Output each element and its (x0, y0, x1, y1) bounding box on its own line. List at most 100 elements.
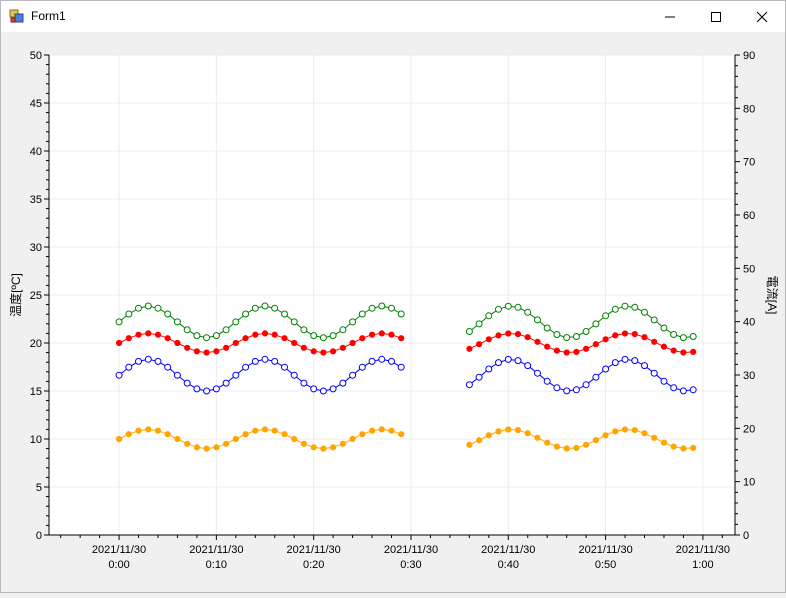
data-point (544, 343, 551, 350)
data-point (193, 348, 200, 355)
data-point (242, 431, 249, 438)
data-point (310, 348, 317, 355)
y-right-tick-label: 20 (743, 423, 755, 435)
data-point (223, 440, 230, 447)
y-left-tick-label: 45 (30, 98, 42, 110)
close-icon (756, 11, 768, 22)
data-point (670, 331, 678, 338)
data-point (524, 334, 531, 341)
data-point (369, 427, 376, 434)
data-point (398, 431, 405, 438)
y-left-label: 温度[ºC] (8, 273, 23, 317)
data-point (349, 339, 356, 347)
data-point (670, 347, 677, 354)
title-bar[interactable]: Form1 (1, 1, 785, 32)
data-point (320, 349, 327, 356)
data-point (339, 326, 347, 334)
data-point (690, 348, 697, 355)
data-point (397, 310, 405, 318)
data-point (563, 349, 570, 356)
data-point (164, 335, 171, 342)
data-point (553, 331, 561, 338)
data-point (203, 349, 210, 356)
data-point (563, 334, 571, 342)
data-point (485, 432, 492, 439)
data-point (680, 445, 687, 452)
data-point (164, 431, 171, 438)
data-point (514, 331, 522, 338)
y-left-tick-label: 35 (30, 194, 42, 206)
data-point (534, 434, 541, 441)
data-point (242, 310, 250, 318)
data-point (631, 357, 639, 365)
data-point (203, 334, 211, 342)
data-point (650, 369, 658, 377)
data-point (144, 355, 152, 363)
data-point (369, 331, 376, 338)
data-point (602, 432, 609, 439)
data-point (514, 357, 522, 365)
y-left-tick-label: 10 (30, 434, 42, 446)
x-tick-date-label: 2021/11/30 (287, 544, 341, 556)
data-point (485, 365, 493, 373)
maximize-button[interactable] (693, 1, 739, 32)
close-button[interactable] (739, 1, 785, 32)
data-point (291, 435, 298, 443)
data-point (582, 381, 590, 389)
data-point (466, 345, 473, 352)
data-point (388, 304, 395, 312)
data-point (173, 318, 181, 326)
y-right-tick-label: 60 (743, 210, 755, 222)
data-point (251, 304, 259, 312)
data-point (504, 355, 512, 363)
data-point (388, 357, 395, 365)
data-point (466, 441, 473, 448)
data-point (495, 332, 502, 339)
data-point (641, 308, 648, 316)
data-point (388, 331, 395, 338)
x-tick-date-label: 2021/11/30 (481, 544, 535, 556)
data-point (193, 385, 201, 393)
data-point (602, 336, 609, 343)
data-point (475, 320, 483, 328)
data-point (271, 304, 279, 312)
x-tick-time-label: 0:40 (498, 559, 519, 571)
minimize-button[interactable] (647, 1, 693, 32)
data-point (495, 428, 502, 435)
data-point (203, 387, 211, 395)
data-point (125, 363, 133, 371)
y-right-tick-label: 10 (743, 477, 755, 489)
data-point (154, 304, 162, 312)
x-tick-time-label: 0:30 (400, 559, 421, 571)
data-point (174, 435, 181, 443)
y-left-tick-label: 30 (30, 242, 42, 254)
data-point (291, 339, 298, 347)
data-point (495, 359, 502, 367)
data-point (534, 338, 541, 345)
data-point (602, 312, 610, 320)
data-point (115, 318, 123, 326)
data-point (125, 310, 133, 318)
data-point (573, 348, 580, 355)
y-right-tick-label: 50 (743, 263, 755, 275)
data-point (397, 363, 405, 371)
y-left-tick-label: 25 (30, 290, 42, 302)
data-point (631, 331, 638, 338)
data-point (281, 363, 288, 371)
y-left-tick-label: 20 (30, 338, 42, 350)
y-left-tick-label: 0 (36, 530, 42, 542)
x-tick-date-label: 2021/11/30 (384, 544, 438, 556)
data-point (476, 341, 483, 348)
data-point (232, 435, 239, 443)
data-point (135, 304, 142, 312)
data-point (222, 326, 230, 334)
data-point (475, 373, 483, 381)
data-point (183, 326, 191, 334)
y-right-tick-label: 30 (743, 370, 755, 382)
data-point (660, 439, 668, 446)
data-point (184, 440, 191, 447)
data-point (368, 357, 376, 365)
data-point (145, 426, 152, 433)
data-point (174, 339, 181, 347)
